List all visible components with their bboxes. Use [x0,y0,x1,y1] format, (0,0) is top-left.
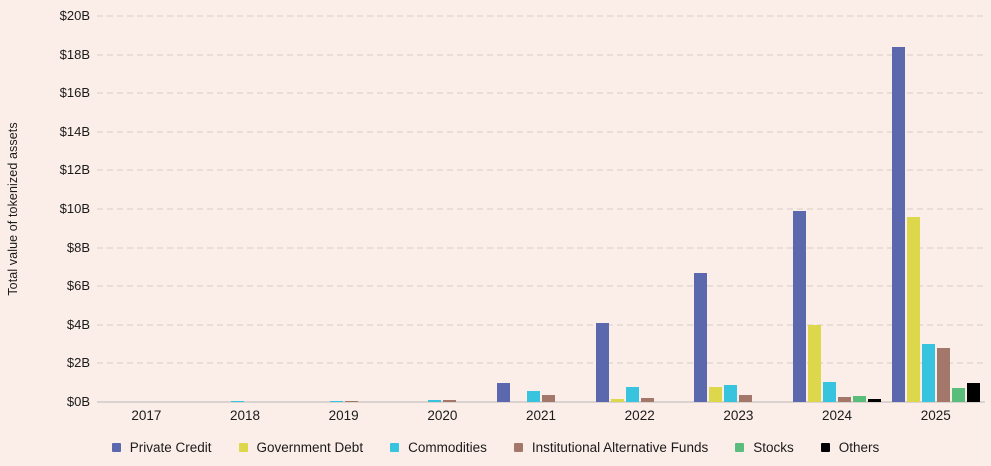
legend: Private Credit Government Debt Commodities… [0,440,991,455]
y-tick-label-$18B: $18B [59,46,90,62]
bar-private-credit-2025 [891,46,905,402]
bar-commodities-2020 [428,400,442,402]
legend-label: Commodities [408,440,487,455]
y-axis-tick-labels: $0B $2B $4B $6B $8B $10B $12B $14B $16B $18B $20B [0,0,90,466]
bar-private-credit-2021 [497,382,511,402]
legend-item-institutional-alternative-funds: Institutional Alternative Funds [513,440,709,455]
bar-others-2025 [966,382,980,402]
bar-commodities-2021 [527,391,541,402]
bar-group-2018 [196,16,295,402]
plot-area [97,15,985,403]
bar-group-2017 [97,16,196,402]
bar-private-credit-2022 [595,322,609,402]
bar-government-debt-2024 [808,324,822,402]
bar-institutional-alternative-funds-2019 [344,400,358,402]
bar-private-credit-2024 [793,210,807,402]
legend-label: Private Credit [129,440,212,455]
legend-swatch-icon [513,443,523,452]
legend-item-government-debt: Government Debt [238,440,364,455]
legend-swatch-icon [111,443,121,452]
gridline-$2B [97,362,985,365]
bar-government-debt-2025 [906,216,920,402]
bar-commodities-2023 [724,384,738,402]
x-tick-label-2020: 2020 [427,408,458,423]
gridline-$12B [97,169,985,172]
x-tick-label-2023: 2023 [723,408,754,423]
bar-commodities-2022 [625,386,639,402]
legend-item-private-credit: Private Credit [111,440,212,455]
legend-label: Others [838,440,880,455]
bar-others-2024 [868,399,882,402]
legend-label: Stocks [753,440,794,455]
y-tick-label-$20B: $20B [59,8,90,23]
bar-stocks-2025 [951,387,965,402]
bar-government-debt-2023 [709,386,723,402]
bar-groups [97,16,985,402]
y-tick-label-$12B: $12B [59,162,90,178]
bar-group-2019 [294,16,393,402]
x-axis-baseline [97,401,985,403]
gridline-$18B [97,53,985,56]
legend-swatch-icon [820,443,830,452]
bar-group-2020 [393,16,492,402]
x-tick-label-2019: 2019 [328,408,359,423]
y-tick-label-$0B: $0B [66,394,90,409]
gridline-$14B [97,130,985,133]
x-tick-label-2021: 2021 [526,408,557,423]
x-tick-label-2018: 2018 [229,408,261,423]
x-tick-label-2022: 2022 [624,408,655,423]
x-tick-label-2017: 2017 [131,408,162,423]
bar-commodities-2025 [921,344,935,402]
bar-institutional-alternative-funds-2025 [936,347,950,402]
y-tick-label-$2B: $2B [66,355,90,371]
bar-group-2024 [788,16,887,402]
bar-group-2023 [689,16,788,402]
bar-commodities-2018 [231,400,244,402]
gridline-$10B [97,208,985,210]
bar-group-2025 [886,16,985,402]
gridline-$16B [97,92,985,95]
bar-institutional-alternative-funds-2021 [542,395,556,402]
legend-swatch-icon [735,443,745,452]
bar-commodities-2019 [329,400,343,402]
bar-group-2022 [590,16,689,402]
legend-swatch-icon [238,443,248,452]
y-tick-label-$6B: $6B [66,278,90,294]
y-tick-label-$4B: $4B [66,316,90,332]
x-tick-label-2025: 2025 [920,408,951,423]
gridline-$20B [97,15,985,17]
bar-private-credit-2023 [694,272,708,402]
y-tick-label-$14B: $14B [59,123,90,139]
x-axis-tick-labels: 2017 2018 2019 2020 2021 2022 2023 2024 2025 [97,408,985,423]
y-tick-label-$16B: $16B [59,85,90,101]
bar-institutional-alternative-funds-2023 [739,395,753,402]
legend-item-commodities: Commodities [390,440,487,455]
legend-swatch-icon [390,443,400,452]
x-tick-label-2024: 2024 [822,408,853,423]
gridline-$4B [97,323,985,326]
bar-government-debt-2022 [610,399,624,402]
legend-item-stocks: Stocks [735,440,794,455]
bar-group-2021 [492,16,591,402]
legend-label: Government Debt [256,440,364,455]
bar-institutional-alternative-funds-2022 [640,398,654,402]
bar-institutional-alternative-funds-2024 [838,397,852,402]
gridline-$8B [97,246,985,249]
legend-label: Institutional Alternative Funds [531,440,709,455]
legend-item-others: Others [820,440,880,455]
bar-institutional-alternative-funds-2020 [443,399,457,402]
y-tick-label-$8B: $8B [66,239,90,255]
bar-stocks-2024 [853,396,867,402]
bar-commodities-2024 [823,381,837,402]
gridline-$6B [97,285,985,288]
y-tick-label-$10B: $10B [59,201,90,216]
